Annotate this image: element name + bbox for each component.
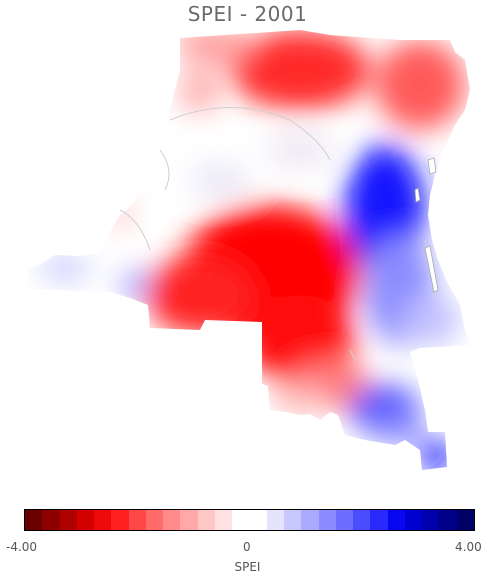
colorbar-swatch <box>422 510 439 530</box>
colorbar-swatch <box>60 510 77 530</box>
spei-map <box>0 0 495 500</box>
colorbar-swatch <box>42 510 59 530</box>
colorbar-min-label: -4.00 <box>6 540 37 554</box>
colorbar-swatch <box>388 510 405 530</box>
colorbar-swatch <box>232 510 249 530</box>
colorbar-swatch <box>267 510 284 530</box>
colorbar-swatch <box>284 510 301 530</box>
colorbar-swatch <box>353 510 370 530</box>
colorbar <box>24 509 475 531</box>
colorbar-swatch <box>94 510 111 530</box>
colorbar-swatch <box>301 510 318 530</box>
colorbar-swatch <box>319 510 336 530</box>
colorbar-swatch <box>405 510 422 530</box>
colorbar-swatch <box>111 510 128 530</box>
colorbar-mid-label: 0 <box>243 540 251 554</box>
colorbar-swatch <box>457 510 474 530</box>
colorbar-swatch <box>25 510 42 530</box>
colorbar-swatch <box>198 510 215 530</box>
colorbar-swatch <box>129 510 146 530</box>
colorbar-swatch <box>77 510 94 530</box>
colorbar-label: SPEI <box>0 560 495 574</box>
colorbar-swatch <box>146 510 163 530</box>
colorbar-max-label: 4.00 <box>455 540 482 554</box>
country-shape <box>0 0 495 500</box>
colorbar-swatch <box>180 510 197 530</box>
colorbar-swatch <box>163 510 180 530</box>
colorbar-swatch <box>215 510 232 530</box>
colorbar-swatch <box>439 510 456 530</box>
colorbar-swatch <box>249 510 266 530</box>
map-title: SPEI - 2001 <box>0 2 495 26</box>
colorbar-swatch <box>370 510 387 530</box>
colorbar-swatch <box>336 510 353 530</box>
